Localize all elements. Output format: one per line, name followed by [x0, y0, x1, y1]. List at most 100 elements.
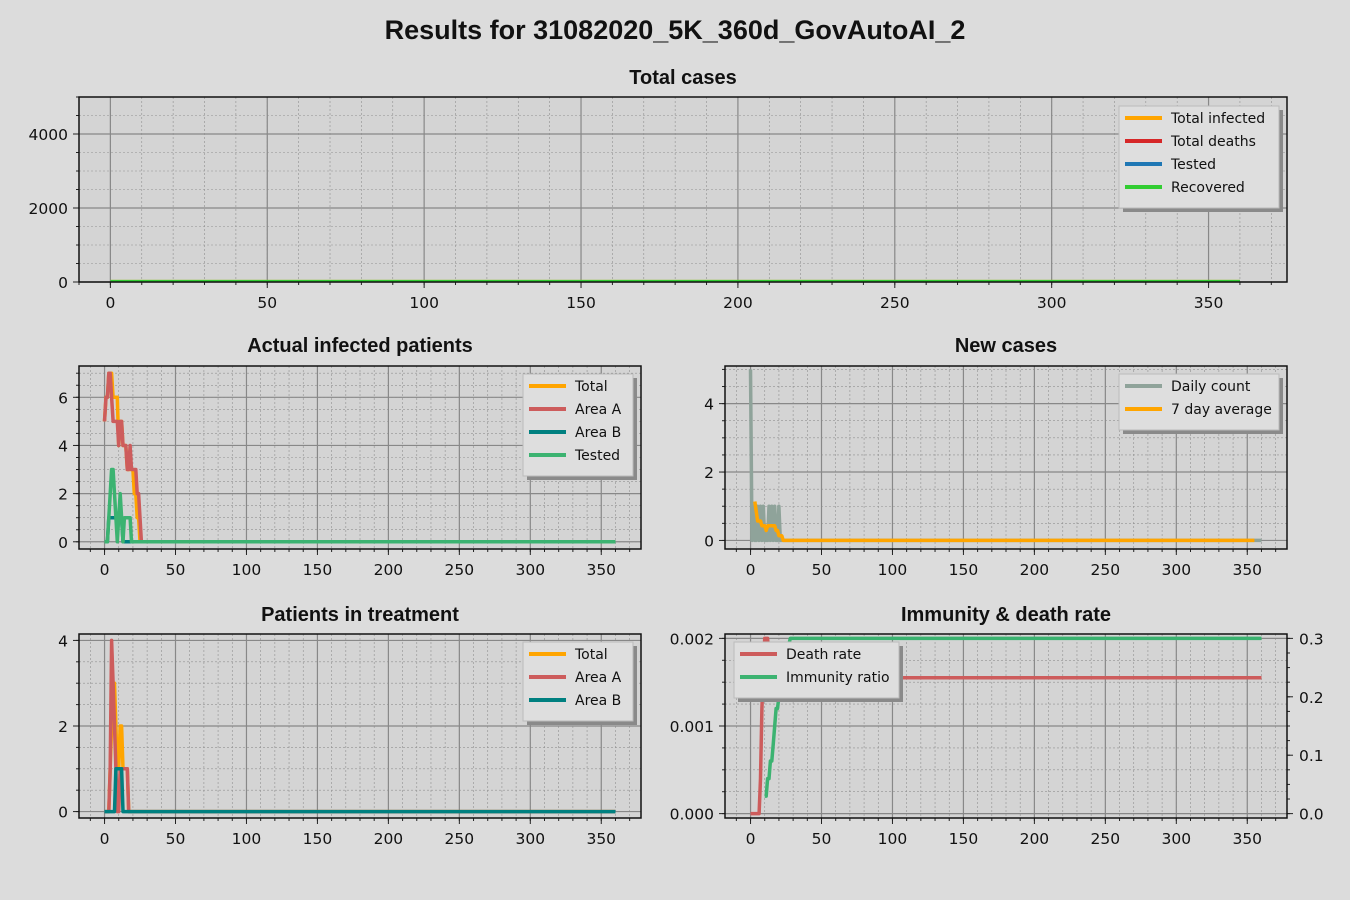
y2-tick-label: 0.3 [1299, 630, 1324, 648]
chart-actual: Actual infected patients 0 50 100 150 200 250 3… [58, 335, 642, 579]
y-tick-label: 6 [58, 389, 68, 407]
x-tick-label: 200 [1020, 561, 1050, 579]
series-area-b [104, 767, 616, 814]
y-tick-label: 4 [58, 632, 68, 650]
x-tick-label: 300 [516, 561, 546, 579]
y-tick-label: 0 [58, 804, 68, 822]
x-tick-label: 250 [445, 830, 475, 848]
x-tick-label: 100 [232, 830, 262, 848]
chart-title: Immunity & death rate [901, 604, 1111, 626]
x-tick-label: 350 [586, 830, 616, 848]
chart-title: Actual infected patients [247, 335, 473, 357]
axes-frame [78, 96, 1288, 283]
legend-label: Area B [575, 693, 621, 709]
x-tick-label: 100 [409, 294, 439, 312]
x-tick-label: 300 [1162, 830, 1192, 848]
legend-box [522, 373, 634, 477]
x-tick-label: 50 [166, 830, 186, 848]
chart-total: Total cases 0 50 100 150 200 250 300 350 0 2000 400… [29, 67, 1288, 312]
legend-label: Immunity ratio [786, 670, 890, 686]
y-tick-label: 0 [58, 274, 68, 292]
x-tick-label: 150 [303, 830, 333, 848]
legend: Total Area A Area B Tested [522, 373, 637, 480]
legend-box [733, 641, 900, 699]
x-tick-label: 0 [105, 294, 115, 312]
legend: Total infected Total deaths Tested Recovere… [1118, 105, 1283, 212]
series-tested [104, 467, 616, 544]
series-7-day-average [753, 501, 1255, 543]
y-tick-label: 4 [704, 396, 714, 414]
chart-immunity: Immunity & death rate 0 50 100 150 200 250 300 3… [670, 604, 1324, 848]
x-tick-label: 0 [746, 830, 756, 848]
chart-new: New cases 0 50 100 150 200 250 300 350 0 2 4 Daily c… [704, 335, 1288, 579]
y-tick-label: 0 [58, 534, 68, 552]
y-tick-label: 0.001 [670, 718, 714, 736]
x-tick-label: 0 [746, 561, 756, 579]
legend-label: Tested [1170, 157, 1216, 173]
x-tick-label: 100 [878, 561, 908, 579]
legend-label: 7 day average [1171, 402, 1272, 418]
y-tick-label: 4 [58, 437, 68, 455]
legend-label: Total [574, 647, 608, 663]
x-tick-label: 200 [723, 294, 753, 312]
x-tick-label: 0 [100, 561, 110, 579]
x-tick-label: 150 [303, 561, 333, 579]
chart-title: Total cases [629, 67, 736, 89]
axes-frame [78, 633, 642, 819]
x-tick-label: 150 [949, 561, 979, 579]
legend-label: Total [574, 379, 608, 395]
axes-frame [724, 365, 1288, 550]
series-group [748, 369, 1262, 543]
x-tick-label: 100 [232, 561, 262, 579]
x-tick-label: 150 [949, 830, 979, 848]
x-tick-label: 350 [1194, 294, 1224, 312]
legend-label: Area A [575, 402, 622, 418]
x-tick-label: 0 [100, 830, 110, 848]
x-tick-label: 50 [812, 561, 832, 579]
legend: Total Area A Area B [522, 641, 637, 725]
legend-label: Daily count [1171, 379, 1251, 395]
legend-label: Total deaths [1170, 134, 1256, 150]
x-tick-label: 350 [586, 561, 616, 579]
x-tick-label: 200 [374, 561, 404, 579]
y-tick-label: 2000 [29, 200, 68, 218]
legend-box [1118, 105, 1280, 209]
y2-tick-label: 0.1 [1299, 747, 1324, 765]
legend-label: Death rate [786, 647, 861, 663]
legend: Daily count 7 day average [1118, 373, 1283, 434]
legend-label: Recovered [1171, 180, 1245, 196]
x-tick-label: 50 [812, 830, 832, 848]
legend-label: Area B [575, 425, 621, 441]
y2-tick-label: 0.0 [1299, 806, 1324, 824]
legend-label: Tested [574, 448, 620, 464]
x-tick-label: 350 [1232, 561, 1262, 579]
chart-title: Patients in treatment [261, 604, 459, 626]
legend-label: Area A [575, 670, 622, 686]
y-tick-label: 2 [704, 464, 714, 482]
series-area-a [102, 371, 616, 544]
x-tick-label: 350 [1232, 830, 1262, 848]
x-tick-label: 50 [257, 294, 277, 312]
x-tick-label: 250 [880, 294, 910, 312]
chart-treat: Patients in treatment 0 50 100 150 200 250 300 3… [58, 604, 642, 848]
y-tick-label: 0.000 [670, 806, 714, 824]
axes-frame [724, 633, 1288, 819]
x-tick-label: 250 [445, 561, 475, 579]
x-tick-label: 200 [1020, 830, 1050, 848]
legend-label: Total infected [1170, 111, 1265, 127]
series-area-a [104, 638, 616, 814]
x-tick-label: 250 [1091, 561, 1121, 579]
y-tick-label: 4000 [29, 126, 68, 144]
series-group [102, 371, 616, 544]
x-tick-label: 300 [1037, 294, 1067, 312]
x-tick-label: 200 [374, 830, 404, 848]
legend-box [1118, 373, 1280, 431]
chart-title: New cases [955, 335, 1057, 357]
x-tick-label: 300 [1162, 561, 1192, 579]
legend: Death rate Immunity ratio [733, 641, 903, 702]
x-tick-label: 300 [516, 830, 546, 848]
y-tick-label: 2 [58, 718, 68, 736]
series-group [104, 638, 616, 814]
